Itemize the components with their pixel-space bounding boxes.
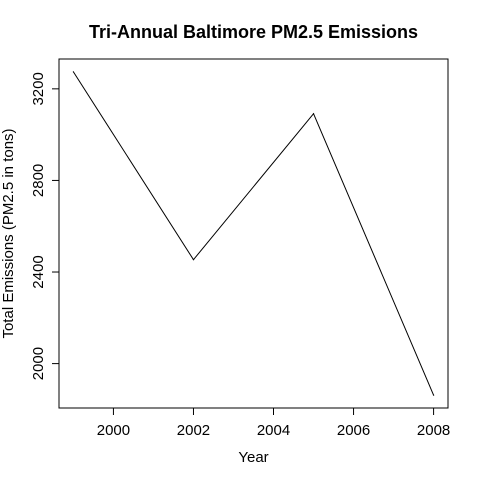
- x-tick-label: 2000: [97, 422, 130, 439]
- data-point: [432, 394, 435, 396]
- y-axis: 2000 2400 2800 3200: [30, 72, 59, 380]
- y-tick-label: 2800: [30, 164, 47, 197]
- x-axis: 2000 2002 2004 2006 2008: [97, 408, 450, 439]
- y-axis-label: Total Emissions (PM2.5 in tons): [0, 128, 17, 338]
- x-tick-label: 2008: [417, 422, 450, 439]
- data-point: [312, 113, 315, 115]
- data-point: [72, 71, 75, 73]
- y-tick-label: 2400: [30, 255, 47, 288]
- data-point: [192, 259, 195, 261]
- series-line: [72, 71, 435, 396]
- x-tick-label: 2004: [257, 422, 290, 439]
- x-tick-label: 2006: [337, 422, 370, 439]
- x-axis-label: Year: [238, 449, 268, 466]
- series-group: [72, 71, 435, 396]
- plot-frame: [58, 58, 449, 409]
- x-tick-label: 2002: [177, 422, 210, 439]
- chart-title: Tri-Annual Baltimore PM2.5 Emissions: [89, 22, 418, 42]
- y-tick-label: 2000: [30, 347, 47, 380]
- y-tick-label: 3200: [30, 72, 47, 105]
